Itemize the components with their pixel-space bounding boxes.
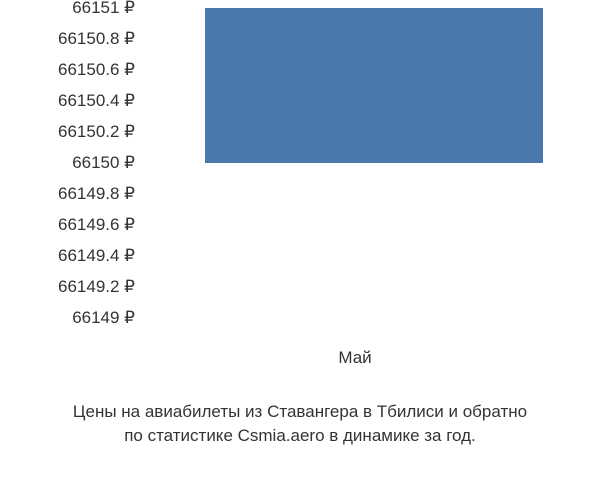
y-tick: 66150 ₽ bbox=[72, 153, 135, 173]
chart-container: 66151 ₽ 66150.8 ₽ 66150.6 ₽ 66150.4 ₽ 66… bbox=[0, 0, 600, 500]
plot-area bbox=[145, 8, 565, 318]
y-tick: 66150.6 ₽ bbox=[58, 60, 135, 80]
y-tick: 66151 ₽ bbox=[72, 0, 135, 18]
chart-caption: Цены на авиабилеты из Ставангера в Тбили… bbox=[0, 400, 600, 448]
y-tick: 66150.4 ₽ bbox=[58, 91, 135, 111]
caption-line1: Цены на авиабилеты из Ставангера в Тбили… bbox=[73, 402, 527, 421]
y-tick: 66149.6 ₽ bbox=[58, 215, 135, 235]
y-tick: 66150.2 ₽ bbox=[58, 122, 135, 142]
bar bbox=[205, 8, 543, 163]
x-axis-label: Май bbox=[145, 348, 565, 368]
y-tick: 66149 ₽ bbox=[72, 308, 135, 328]
y-tick: 66149.4 ₽ bbox=[58, 246, 135, 266]
y-tick: 66150.8 ₽ bbox=[58, 29, 135, 49]
y-tick: 66149.2 ₽ bbox=[58, 277, 135, 297]
y-tick: 66149.8 ₽ bbox=[58, 184, 135, 204]
caption-line2: по статистике Csmia.aero в динамике за г… bbox=[124, 426, 476, 445]
